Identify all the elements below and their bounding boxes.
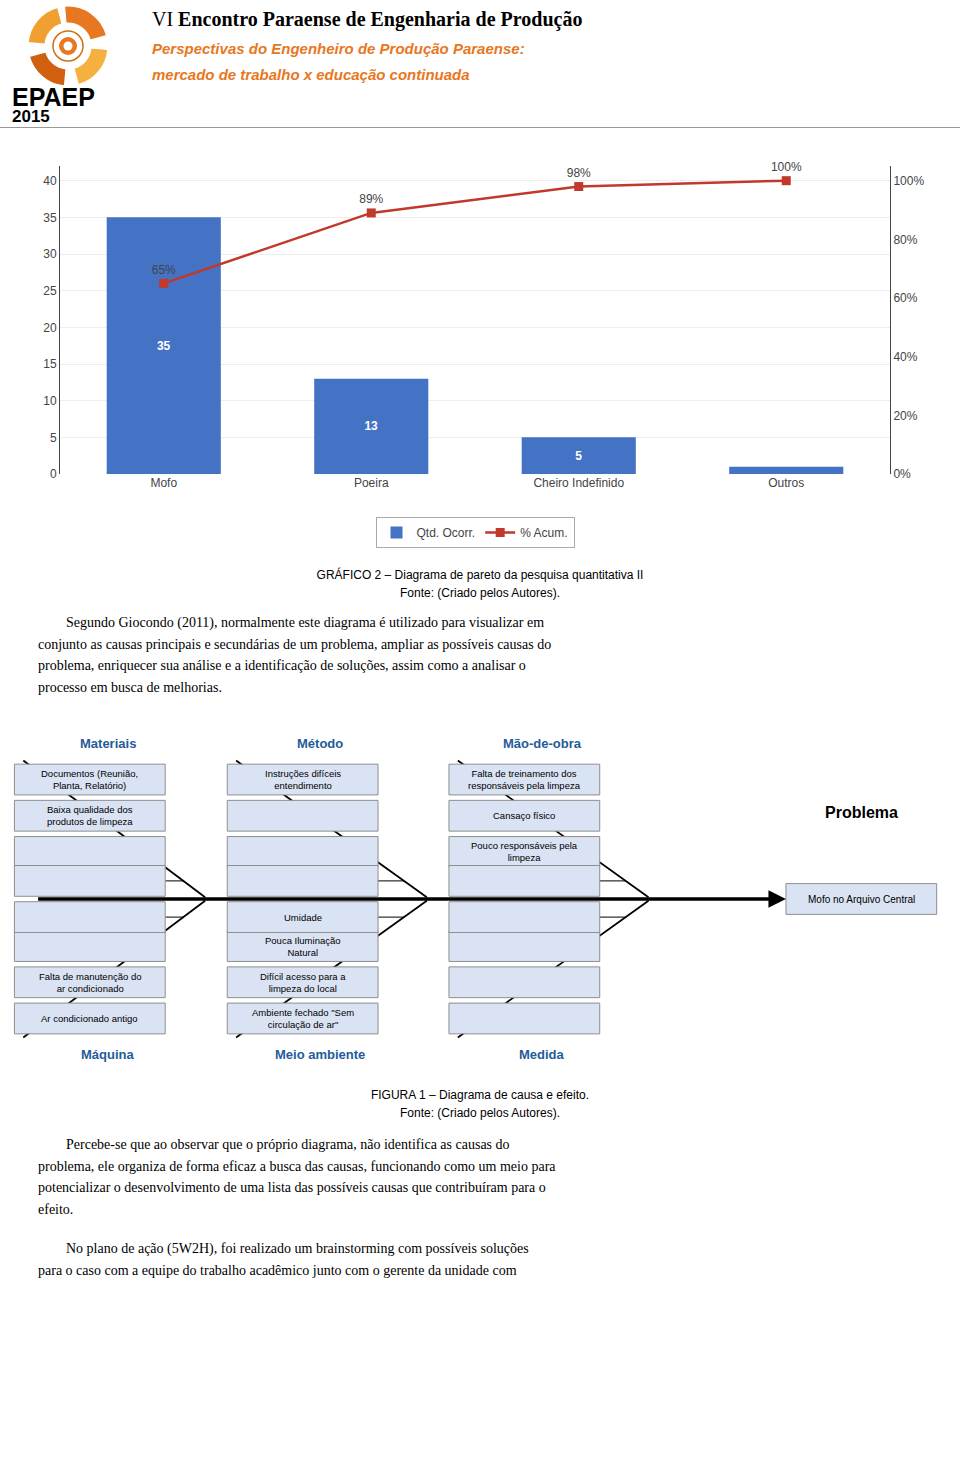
svg-text:Cheiro Indefinido: Cheiro Indefinido: [533, 476, 624, 490]
svg-text:100%: 100%: [771, 160, 802, 174]
svg-text:65%: 65%: [152, 263, 176, 277]
html-text:potencializar o desenvolviment: potencializar o desenvolvimento de uma l…: [38, 1180, 546, 1196]
svg-text:20%: 20%: [893, 409, 917, 423]
html-text:problema, ele organiza de form: problema, ele organiza de forma eficaz a…: [38, 1158, 556, 1174]
svg-text:35: 35: [157, 339, 171, 353]
html-text:No plano de ação (5W2H), foi r: No plano de ação (5W2H), foi realizado u…: [38, 1241, 529, 1256]
html-text:efeito.: efeito.: [38, 1202, 74, 1218]
html-text:mercado de trabalho x educação: mercado de trabalho x educação continuad…: [152, 66, 470, 83]
svg-text:5: 5: [50, 431, 57, 445]
svg-text:0%: 0%: [893, 467, 911, 481]
svg-text:Falta de manutenção doar condi: Falta de manutenção doar condicionado: [39, 971, 141, 994]
svg-text:Falta de treinamento dosrespon: Falta de treinamento dosresponsáveis pel…: [468, 768, 581, 791]
svg-text:Medida: Medida: [519, 1047, 565, 1062]
svg-text:25: 25: [43, 284, 57, 298]
svg-text:60%: 60%: [893, 291, 917, 305]
svg-text:40%: 40%: [893, 350, 917, 364]
html-text:problema, enriquecer sua análi: problema, enriquecer sua análise e a ide…: [38, 658, 526, 674]
html-text:Perspectivas do Engenheiro de: Perspectivas do Engenheiro de Produção P…: [152, 40, 525, 57]
svg-text:Outros: Outros: [768, 476, 804, 490]
html-text:Fonte: (Criado pelos Autores).: Fonte: (Criado pelos Autores).: [400, 586, 560, 600]
html-text:EPAEP: EPAEP: [12, 83, 95, 111]
html-text:VI Encontro Paraense de Engenh: VI Encontro Paraense de Engenharia de Pr…: [152, 8, 583, 30]
svg-text:15: 15: [43, 357, 57, 371]
svg-text:Qtd. Ocorr.: Qtd. Ocorr.: [417, 526, 476, 540]
svg-text:% Acum.: % Acum.: [520, 526, 567, 540]
html-text:conjunto as causas principais: conjunto as causas principais e secundár…: [38, 636, 552, 652]
svg-text:Instruções difíceisentendiment: Instruções difíceisentendimento: [265, 768, 341, 791]
svg-text:Método: Método: [297, 736, 343, 751]
svg-text:10: 10: [43, 394, 57, 408]
svg-text:Problema: Problema: [825, 804, 898, 821]
svg-text:80%: 80%: [893, 233, 917, 247]
svg-text:Baixa qualidade dosprodutos de: Baixa qualidade dosprodutos de limpeza: [47, 804, 133, 827]
svg-text:Ar condicionado antigo: Ar condicionado antigo: [41, 1013, 138, 1024]
svg-text:Umidade: Umidade: [284, 912, 322, 923]
svg-text:0: 0: [50, 467, 57, 481]
svg-text:13: 13: [364, 419, 378, 433]
svg-text:35: 35: [43, 211, 57, 225]
svg-text:Ambiente fechado "Semcirculaçã: Ambiente fechado "Semcirculação de ar": [252, 1007, 354, 1030]
svg-text:Materiais: Materiais: [80, 736, 136, 751]
svg-text:Documentos (Reunião,Planta, Re: Documentos (Reunião,Planta, Relatório): [41, 768, 138, 791]
html-text:Segundo Giocondo (2011), norma: Segundo Giocondo (2011), normalmente est…: [38, 615, 544, 630]
html-text:GRÁFICO 2 – Diagrama de pareto: GRÁFICO 2 – Diagrama de pareto da pesqui…: [316, 568, 644, 582]
svg-text:Poeira: Poeira: [354, 476, 389, 490]
html-text:2015: 2015: [12, 107, 50, 126]
html-text:FIGURA 1 – Diagrama de causa e: FIGURA 1 – Diagrama de causa e efeito.: [370, 1088, 589, 1102]
svg-text:Mão-de-obra: Mão-de-obra: [503, 736, 582, 751]
svg-text:98%: 98%: [567, 166, 591, 180]
svg-text:5: 5: [575, 449, 582, 463]
svg-text:Máquina: Máquina: [81, 1047, 134, 1062]
svg-text:Difícil acesso para alimpeza d: Difícil acesso para alimpeza do local: [260, 971, 346, 994]
svg-text:Mofo: Mofo: [150, 476, 177, 490]
svg-text:Pouca IluminaçãoNatural: Pouca IluminaçãoNatural: [265, 935, 341, 958]
svg-text:40: 40: [43, 174, 57, 188]
svg-text:Cansaço físico: Cansaço físico: [493, 810, 555, 821]
html-text:Fonte: (Criado pelos Autores).: Fonte: (Criado pelos Autores).: [400, 1106, 560, 1120]
svg-text:Pouco responsáveis pelalimpeza: Pouco responsáveis pelalimpeza: [471, 840, 578, 863]
html-text:para o caso com a equipe do tr: para o caso com a equipe do trabalho aca…: [38, 1262, 517, 1278]
svg-text:Mofo no Arquivo Central: Mofo no Arquivo Central: [808, 894, 915, 905]
html-text:Percebe-se que ao observar que: Percebe-se que ao observar que o próprio…: [38, 1137, 510, 1152]
svg-text:20: 20: [43, 321, 57, 335]
svg-text:30: 30: [43, 247, 57, 261]
html-text:processo em busca de melhorias: processo em busca de melhorias.: [38, 680, 222, 696]
svg-text:100%: 100%: [893, 174, 924, 188]
svg-text:Meio ambiente: Meio ambiente: [275, 1047, 365, 1062]
svg-text:89%: 89%: [359, 192, 383, 206]
